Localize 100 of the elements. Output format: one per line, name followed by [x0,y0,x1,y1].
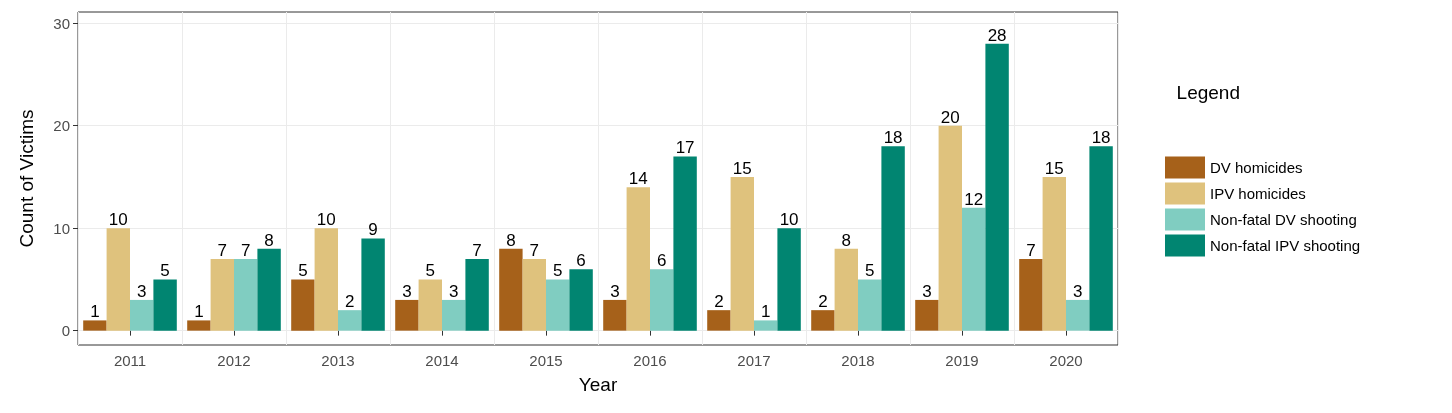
data-label: 8 [264,230,274,250]
bar [985,43,1009,331]
bar [361,238,385,331]
bar [499,248,523,331]
bar [777,228,801,331]
bar [234,258,258,331]
bar [418,279,442,331]
bar [915,299,939,331]
data-label: 7 [472,240,482,260]
data-label: 7 [529,240,540,260]
x-tick-label: 2017 [737,352,771,369]
bar [650,269,674,331]
data-label: 14 [628,169,648,189]
bar [291,279,315,331]
data-label: 10 [779,210,799,230]
bar [1089,146,1113,331]
data-label: 2 [344,292,355,312]
x-tick-label: 2012 [217,352,251,369]
bar [338,310,362,331]
x-axis-title: Year [578,374,618,395]
data-label: 6 [576,251,586,271]
data-label: 2 [714,292,724,312]
y-tick-label: 0 [61,322,70,340]
data-label: 3 [448,281,459,301]
bar [187,320,211,331]
data-label: 1 [90,302,100,322]
data-label: 18 [1091,128,1111,148]
data-label: 2 [818,292,828,312]
data-label: 5 [298,261,308,281]
y-axis-title: Count of Victims [16,109,37,248]
x-tick-label: 2018 [841,352,875,369]
data-label: 7 [217,240,228,260]
bar [858,279,882,331]
data-label: 15 [732,158,752,178]
data-label: 7 [1026,240,1036,260]
bar [1066,299,1090,331]
y-tick-label: 20 [53,117,70,135]
data-label: 15 [1044,158,1064,178]
bar [153,279,177,331]
data-label: 5 [552,261,563,281]
bar [130,299,154,331]
data-label: 3 [402,281,412,301]
data-label: 10 [108,210,128,230]
data-label: 3 [136,281,147,301]
bar [754,320,778,331]
bar [673,156,697,331]
data-label: 8 [841,230,852,250]
x-tick-label: 2020 [1049,352,1083,369]
bar [314,228,338,331]
bar [442,299,466,331]
bar [881,146,905,331]
bar [707,310,731,331]
bar [834,248,858,331]
data-label: 5 [864,261,875,281]
x-tick-label: 2014 [425,352,459,369]
data-label: 10 [316,210,336,230]
legend-label: Non-fatal IPV shooting [1210,237,1361,254]
bar [1042,176,1066,331]
bar [603,299,627,331]
x-tick-label: 2011 [113,352,147,369]
y-tick-label: 30 [53,14,70,32]
x-tick-label: 2015 [529,352,563,369]
data-label: 17 [675,138,695,158]
data-label: 5 [425,261,436,281]
bar [811,310,835,331]
data-label: 9 [368,220,378,240]
x-tick-label: 2013 [321,352,355,369]
data-label: 3 [922,281,932,301]
data-label: 5 [160,261,170,281]
data-label: 1 [194,302,204,322]
bar [106,228,130,331]
bar [962,207,986,331]
bar [626,187,650,331]
data-label: 20 [940,107,960,127]
bar [522,258,546,331]
bar [730,176,754,331]
data-label: 6 [656,251,667,271]
y-tick-label: 10 [53,219,70,237]
data-label: 18 [883,128,903,148]
legend-label: DV homicides [1210,159,1303,176]
data-label: 28 [987,25,1007,45]
bar [938,125,962,331]
legend-label: IPV homicides [1210,185,1306,202]
legend-label: Non-fatal DV shooting [1210,211,1357,228]
bar [395,299,419,331]
bar [83,320,107,331]
bar [465,258,489,331]
bar [546,279,570,331]
data-label: 1 [760,302,771,322]
x-tick-label: 2016 [633,352,667,369]
data-label: 3 [1072,281,1083,301]
data-label: 3 [610,281,620,301]
data-label: 7 [240,240,251,260]
bar [569,269,593,331]
x-tick-label: 2019 [945,352,979,369]
bar [1019,258,1043,331]
legend-title: Legend [1176,82,1240,103]
bar [257,248,281,331]
data-label: 8 [506,230,516,250]
bar [210,258,234,331]
